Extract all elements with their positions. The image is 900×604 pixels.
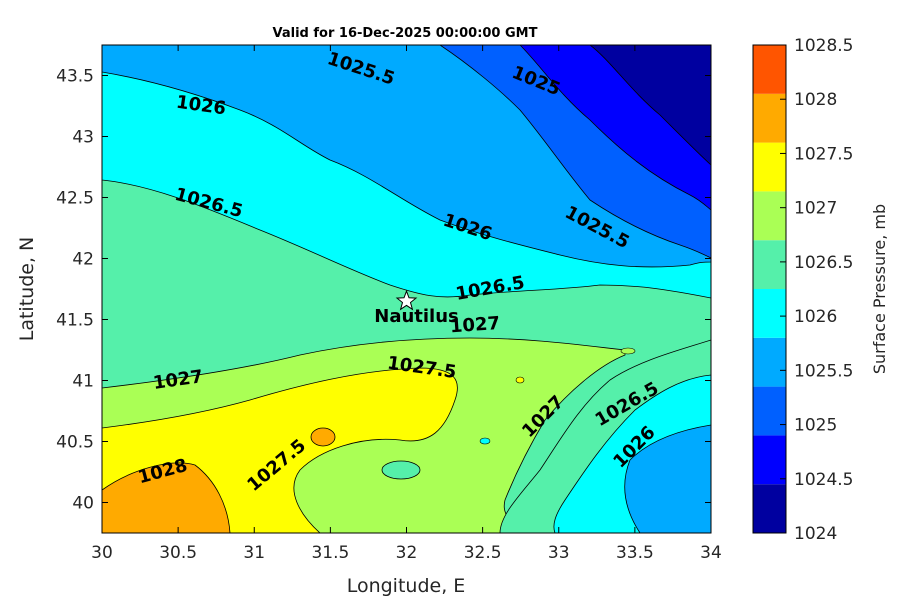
colorbar-segment xyxy=(753,337,786,387)
marker-layer: Nautilus xyxy=(374,289,459,327)
colorbar-tick-label: 1028.5 xyxy=(794,36,853,56)
band-1028-west xyxy=(102,462,231,533)
x-tick-label: 32.5 xyxy=(464,543,502,563)
y-tick-label: 42 xyxy=(72,250,94,270)
colorbar-tick-label: 1028 xyxy=(794,90,837,110)
x-tick-label: 33 xyxy=(548,543,570,563)
colorbar-frame xyxy=(752,44,787,534)
x-tick-label: 34 xyxy=(700,543,722,563)
y-tick-label: 41 xyxy=(72,372,94,392)
x-axis-ticks: 30 30.5 31 31.5 32 32.5 33 33.5 34 xyxy=(91,45,722,563)
colorbar-segment xyxy=(753,191,786,241)
star-marker-icon xyxy=(395,289,418,311)
y-tick-label: 43.5 xyxy=(56,67,94,87)
colorbar-tick-label: 1027.5 xyxy=(794,144,853,164)
band-1025.5-southeast xyxy=(624,424,711,533)
colorbar-tick-label: 1026 xyxy=(794,307,837,327)
colorbar-tick-label: 1025 xyxy=(794,416,837,436)
colorbar-label: Surface Pressure, mb xyxy=(870,204,889,374)
band-1028-spot xyxy=(310,427,336,447)
x-tick-label: 31 xyxy=(243,543,265,563)
colorbar-tick-label: 1024.5 xyxy=(794,470,853,490)
x-tick-label: 33.5 xyxy=(616,543,654,563)
colorbar-segment xyxy=(753,484,786,533)
y-axis-label: Latitude, N xyxy=(16,237,38,342)
band-1024 xyxy=(589,45,711,166)
plot-area xyxy=(102,45,711,533)
marker-label: Nautilus xyxy=(374,306,459,327)
x-axis-label: Longitude, E xyxy=(347,575,466,597)
colorbar-segment xyxy=(753,386,786,436)
colorbar-tick-label: 1027 xyxy=(794,199,837,219)
colorbar-segment xyxy=(753,45,786,94)
x-tick-label: 32 xyxy=(396,543,418,563)
colorbar-tick-label: 1025.5 xyxy=(794,361,853,381)
colorbar-tick-label: 1026.5 xyxy=(794,253,853,273)
colorbar-segment xyxy=(753,142,786,192)
band-spot-3 xyxy=(620,347,636,355)
band-spot-2 xyxy=(515,376,525,384)
contour-label: 1027 xyxy=(449,313,500,337)
y-tick-label: 40.5 xyxy=(56,433,94,453)
y-tick-label: 40 xyxy=(72,494,94,514)
band-spot-1 xyxy=(479,437,491,445)
colorbar-segment xyxy=(753,435,786,485)
band-1027-spot xyxy=(381,460,421,480)
colorbar-tick-label: 1024 xyxy=(794,524,837,544)
y-axis-ticks: 40 40.5 41 41.5 42 42.5 43 43.5 xyxy=(56,67,711,514)
y-tick-label: 42.5 xyxy=(56,189,94,209)
y-tick-label: 41.5 xyxy=(56,311,94,331)
colorbar-segment xyxy=(753,93,786,143)
colorbar: 1024 1024.5 1025 1025.5 1026 1026.5 1027 1027.5… xyxy=(752,36,853,544)
x-tick-label: 31.5 xyxy=(311,543,349,563)
x-tick-label: 30 xyxy=(91,543,113,563)
y-tick-label: 43 xyxy=(72,128,94,148)
chart-title: Valid for 16-Dec-2025 00:00:00 GMT xyxy=(273,26,538,41)
colorbar-segment xyxy=(753,289,786,338)
x-tick-label: 30.5 xyxy=(159,543,197,563)
colorbar-segment xyxy=(753,240,786,289)
